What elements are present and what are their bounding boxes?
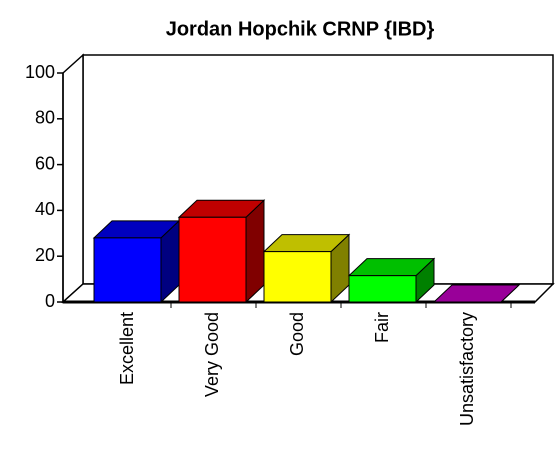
x-tick-label: Good xyxy=(287,312,307,356)
x-tick-label: Excellent xyxy=(117,312,137,385)
bar xyxy=(93,237,162,303)
bar-side xyxy=(245,199,265,304)
bar xyxy=(263,251,332,303)
x-tick-label: Unsatisfactory xyxy=(457,312,477,426)
x-tick-label: Very Good xyxy=(202,312,222,397)
y-tick-label: 0 xyxy=(45,291,55,311)
bar xyxy=(348,275,417,303)
y-tick-label: 40 xyxy=(35,199,55,219)
bar xyxy=(178,216,247,303)
y-tick-label: 20 xyxy=(35,245,55,265)
x-tick-label: Fair xyxy=(372,312,392,343)
bar-top xyxy=(432,284,521,303)
y-tick-label: 60 xyxy=(35,153,55,173)
chart-title: Jordan Hopchik CRNP {IBD} xyxy=(166,18,435,40)
side-wall xyxy=(62,53,84,304)
y-tick-label: 100 xyxy=(25,62,55,82)
y-tick-label: 80 xyxy=(35,108,55,128)
